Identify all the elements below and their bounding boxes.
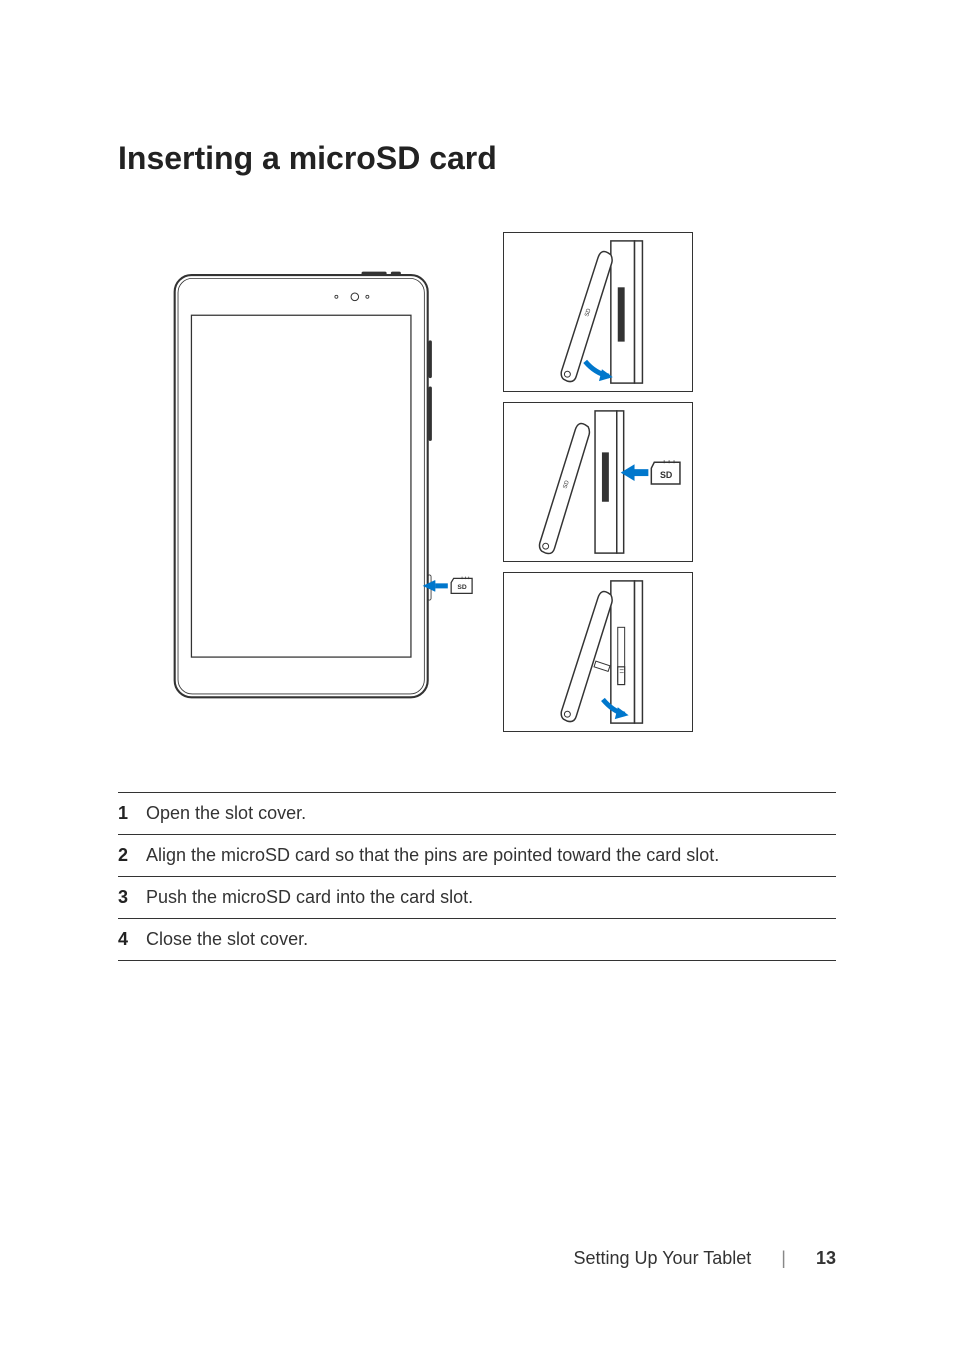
page-title: Inserting a microSD card [118,140,836,177]
tablet-illustration: SD [173,232,483,742]
step-number: 3 [118,887,146,908]
panel-open-cover: SD [503,232,693,392]
step-row: 1 Open the slot cover. [118,793,836,835]
insert-arrow-icon [621,464,649,481]
panel-insert-card: SD SD [503,402,693,562]
sd-card-icon: SD [451,577,472,594]
step-number: 4 [118,929,146,950]
steps-list: 1 Open the slot cover. 2 Align the micro… [118,792,836,961]
step-text: Open the slot cover. [146,803,836,824]
footer-page-number: 13 [816,1248,836,1269]
step-number: 1 [118,803,146,824]
open-arrow-icon [585,361,613,381]
page-footer: Setting Up Your Tablet | 13 [573,1248,836,1269]
step-text: Align the microSD card so that the pins … [146,845,836,866]
step-row: 4 Close the slot cover. [118,919,836,961]
diagram-area: SD [173,232,836,742]
step-number: 2 [118,845,146,866]
svg-text:SD: SD [457,584,466,591]
step-row: 2 Align the microSD card so that the pin… [118,835,836,877]
step-row: 3 Push the microSD card into the card sl… [118,877,836,919]
step-text: Push the microSD card into the card slot… [146,887,836,908]
step-panels: SD [503,232,693,742]
footer-separator: | [781,1248,786,1269]
step-text: Close the slot cover. [146,929,836,950]
svg-text:SD: SD [660,470,673,480]
panel-close-cover [503,572,693,732]
sd-card-icon: SD [651,460,680,484]
footer-section: Setting Up Your Tablet [573,1248,751,1269]
